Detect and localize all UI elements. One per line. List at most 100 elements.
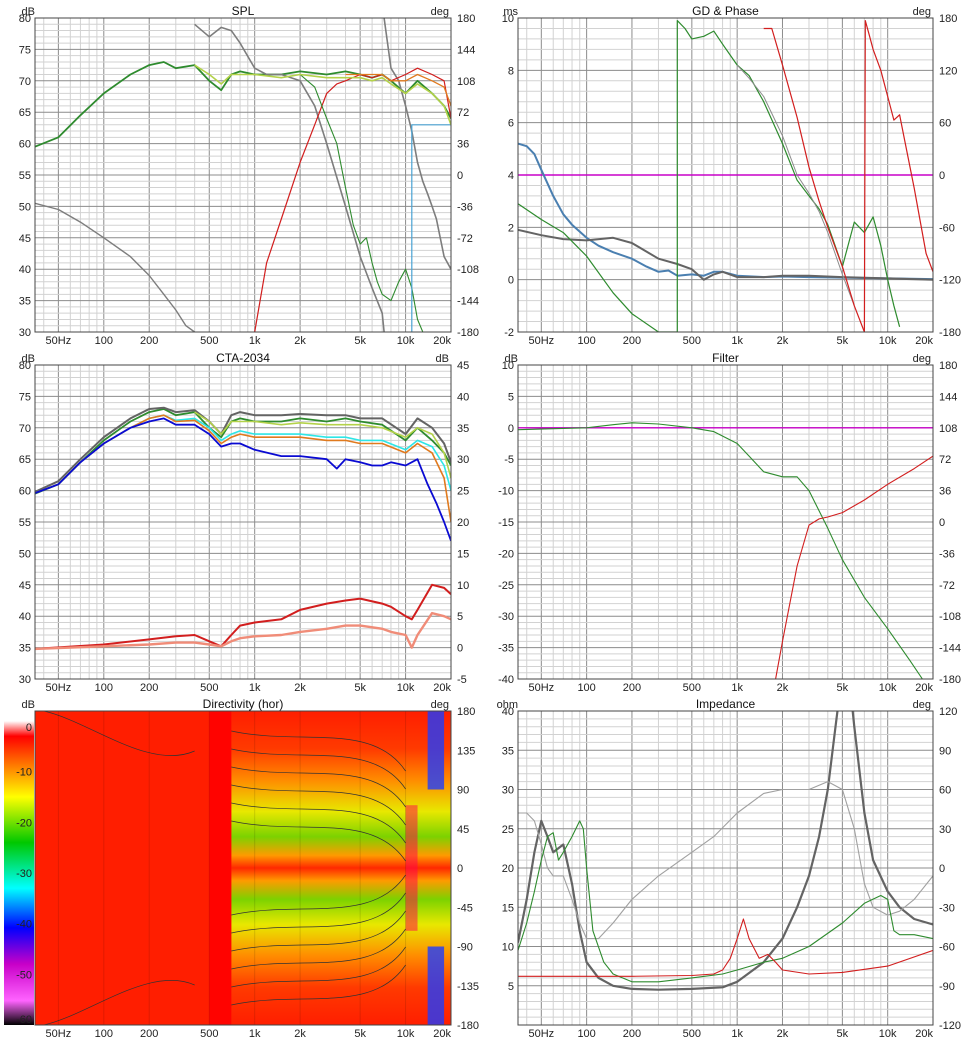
y2-tick-label: -36 <box>939 548 955 560</box>
panel-directivity: 0 -10 -20 -30 -40 -50 -60 50Hz 100 200 500 1k 2k 5k 10… <box>4 697 479 1040</box>
chart-title: GD & Phase <box>692 4 759 18</box>
x-tick-label: 20k <box>433 1028 451 1040</box>
grid <box>518 364 934 680</box>
colorbar-tick-label: 0 <box>26 722 32 734</box>
y-tick-label: -2 <box>504 327 514 339</box>
y2-tick-label: -60 <box>939 222 955 234</box>
series-line-9 <box>345 73 451 107</box>
y-tick-label: 8 <box>508 65 514 77</box>
y2-tick-label: 5 <box>457 611 463 623</box>
series-line-8 <box>194 64 451 126</box>
y2-axis-unit: deg <box>913 699 931 711</box>
y2-tick-label: 30 <box>457 454 469 466</box>
x-tick-label: 50Hz <box>46 682 72 694</box>
x-tick-label: 2k <box>294 1028 306 1040</box>
chart-title: Filter <box>712 351 739 365</box>
y-tick-label: 4 <box>508 170 514 182</box>
x-tick-label: 50Hz <box>528 1028 554 1040</box>
y-tick-label: -35 <box>498 643 514 655</box>
y2-tick-label: 36 <box>939 486 951 498</box>
x-tick-label: 2k <box>777 335 789 347</box>
y2-tick-label: 0 <box>939 863 945 875</box>
y2-tick-label: 45 <box>457 824 469 836</box>
y-axis-unit: ohm <box>497 699 518 711</box>
series-line-2 <box>518 781 933 940</box>
y2-tick-label: -180 <box>457 327 479 339</box>
y-axis-unit: dB <box>22 699 35 711</box>
y2-tick-label: -144 <box>939 643 961 655</box>
x-tick-label: 1k <box>249 682 261 694</box>
series-line-6 <box>736 64 855 306</box>
y2-tick-label: 0 <box>457 863 463 875</box>
y2-axis-unit: deg <box>431 699 449 711</box>
y2-tick-label: 60 <box>939 118 951 130</box>
colorbar-tick-label: -40 <box>16 919 32 931</box>
series-group <box>518 711 933 991</box>
y-tick-label: 45 <box>19 233 31 245</box>
y-tick-label: 45 <box>19 580 31 592</box>
y2-tick-label: 20 <box>457 517 469 529</box>
y-tick-label: 10 <box>502 942 514 954</box>
panel-impedance: 5 10 15 20 25 30 35 40 50Hz 100 200 500 1k 2k 5k 10k 20k… <box>497 697 961 1040</box>
chart-title: CTA-2034 <box>216 351 270 365</box>
y-tick-label: 35 <box>502 745 514 757</box>
series-group <box>35 406 451 651</box>
x-tick-label: 1k <box>731 682 743 694</box>
x-tick-label: 500 <box>200 1028 218 1040</box>
y2-tick-label: -120 <box>939 275 961 287</box>
x-tick-label: 1k <box>731 335 743 347</box>
y2-tick-label: 10 <box>457 580 469 592</box>
x-tick-label: 100 <box>577 335 595 347</box>
series-line-7 <box>411 124 451 332</box>
x-tick-label: 5k <box>837 335 849 347</box>
x-tick-label: 2k <box>294 335 306 347</box>
x-tick-label: 10k <box>879 682 897 694</box>
x-tick-label: 1k <box>249 1028 261 1040</box>
y2-tick-label: -30 <box>939 902 955 914</box>
colorbar-tick-label: -60 <box>16 1014 32 1026</box>
y-tick-label: -30 <box>498 611 514 623</box>
x-tick-label: 200 <box>623 335 641 347</box>
y-tick-label: 75 <box>19 44 31 56</box>
series-line-3 <box>775 455 933 679</box>
series-line-2 <box>518 422 923 679</box>
x-tick-label: 200 <box>140 1028 158 1040</box>
series-group <box>518 20 933 332</box>
plot-frame <box>517 17 934 333</box>
y-tick-label: 30 <box>502 785 514 797</box>
y-tick-label: 60 <box>19 486 31 498</box>
y2-tick-label: -90 <box>457 942 473 954</box>
x-tick-label: 100 <box>95 335 113 347</box>
y2-axis-unit: deg <box>431 6 449 18</box>
y-tick-label: -20 <box>498 548 514 560</box>
heatmap-cells <box>209 711 451 1025</box>
y2-tick-label: -144 <box>457 296 479 308</box>
series-line-5 <box>676 20 901 332</box>
y-axis-unit: dB <box>22 353 35 365</box>
y2-tick-label: 108 <box>457 76 475 88</box>
panel-gd_phase: -2 0 2 4 6 8 10 50Hz 100 200 500 1k 2k 5k 10k 20k -180 -1… <box>502 4 961 347</box>
y-tick-label: 55 <box>19 170 31 182</box>
x-tick-label: 20k <box>433 682 451 694</box>
x-tick-label: 50Hz <box>528 682 554 694</box>
series-line-3 <box>518 820 933 983</box>
y-tick-label: 35 <box>19 296 31 308</box>
x-tick-label: 1k <box>731 1028 743 1040</box>
chart-title: Impedance <box>696 697 756 711</box>
y2-tick-label: 72 <box>457 107 469 119</box>
series-line-3 <box>518 228 933 281</box>
x-tick-label: 100 <box>95 1028 113 1040</box>
y2-tick-label: -108 <box>457 264 479 276</box>
y-tick-label: 80 <box>19 13 31 25</box>
series-line-6 <box>35 417 451 542</box>
x-tick-label: 500 <box>683 335 701 347</box>
y2-tick-label: 0 <box>457 643 463 655</box>
y2-tick-label: 144 <box>457 44 475 56</box>
y-tick-label: 60 <box>19 139 31 151</box>
heatmap-hf-region <box>231 711 451 1025</box>
heatmap-band <box>209 711 232 1025</box>
x-tick-label: 50Hz <box>46 335 72 347</box>
y2-tick-label: -120 <box>939 1020 961 1032</box>
y-tick-label: 15 <box>502 902 514 914</box>
